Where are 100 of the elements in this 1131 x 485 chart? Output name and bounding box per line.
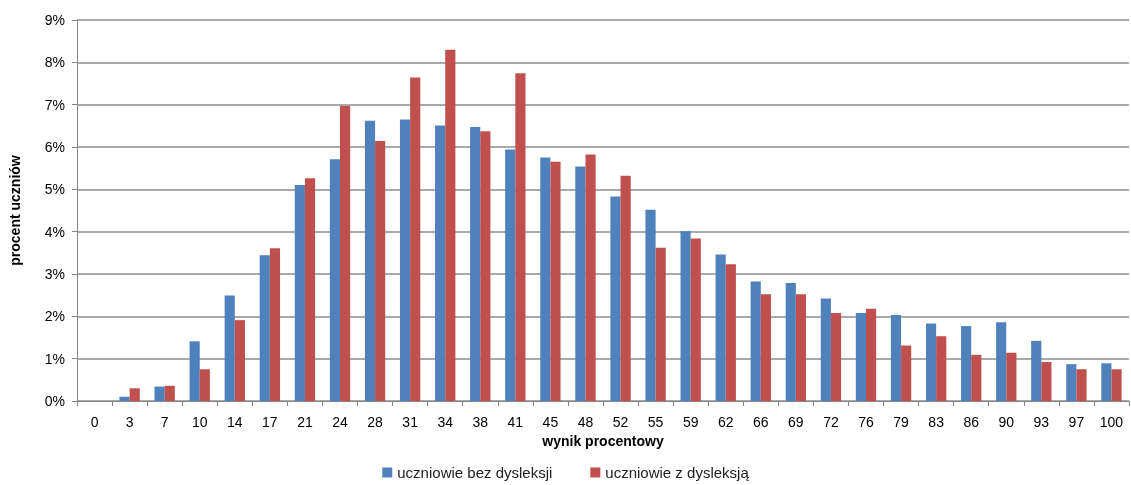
bar — [901, 345, 912, 401]
bar — [269, 248, 281, 401]
bar — [550, 161, 561, 401]
bar — [620, 175, 631, 401]
bar — [715, 254, 726, 401]
y-tick-label: 3% — [44, 266, 65, 282]
bar — [795, 294, 807, 401]
bar — [294, 185, 305, 401]
x-tick-label: 66 — [753, 414, 769, 430]
bar — [505, 149, 516, 401]
bar — [996, 322, 1007, 401]
x-tick-label: 83 — [928, 414, 945, 430]
bar — [925, 323, 937, 401]
x-tick-label: 100 — [1099, 414, 1124, 430]
x-tick-label: 72 — [823, 414, 839, 430]
x-tick-label: 31 — [402, 414, 419, 430]
y-tick-label: 8% — [44, 54, 65, 71]
bar — [1006, 352, 1017, 401]
bar — [971, 354, 982, 401]
bar — [329, 159, 340, 401]
bar — [375, 141, 386, 401]
x-tick-label: 3 — [125, 414, 134, 430]
bar — [690, 238, 701, 401]
x-tick-label: 10 — [191, 414, 208, 430]
x-tick-label: 24 — [332, 414, 348, 430]
x-tick-label: 45 — [542, 414, 559, 430]
bar — [585, 154, 596, 401]
bar — [445, 49, 456, 401]
y-tick-label: 2% — [44, 308, 65, 325]
bar — [645, 209, 656, 401]
bar — [364, 120, 376, 401]
bar — [866, 308, 877, 401]
y-tick-label: 9% — [44, 12, 65, 28]
y-tick-label: 7% — [44, 96, 65, 113]
bar — [259, 255, 270, 401]
y-tick-label: 6% — [44, 139, 65, 155]
bar — [189, 341, 200, 401]
x-tick-label: 17 — [262, 414, 278, 430]
bar — [655, 247, 666, 401]
bar — [480, 131, 491, 401]
bar — [224, 295, 235, 401]
bar — [199, 369, 210, 401]
bar — [540, 157, 551, 401]
bar — [575, 166, 586, 401]
bar — [119, 396, 130, 401]
bar — [234, 320, 245, 401]
bar — [1041, 362, 1052, 401]
x-tick-label: 21 — [297, 414, 313, 430]
bar — [1076, 369, 1087, 401]
legend-label: uczniowie bez dysleksji — [397, 464, 553, 481]
bar — [785, 282, 796, 401]
x-tick-label: 7 — [160, 414, 169, 430]
bar — [154, 386, 165, 401]
y-tick-label: 5% — [44, 181, 65, 198]
x-tick-label: 69 — [788, 414, 804, 430]
x-tick-label: 38 — [472, 414, 489, 430]
bar — [1111, 369, 1122, 401]
bar — [855, 312, 866, 401]
y-tick-label: 0% — [44, 393, 65, 409]
x-tick-label: 52 — [612, 414, 629, 430]
bar — [1101, 363, 1112, 401]
bar — [435, 125, 446, 401]
x-axis-title: wynik procentowy — [541, 432, 664, 449]
bar — [470, 127, 481, 401]
bar — [410, 77, 421, 401]
y-tick-label: 1% — [44, 350, 65, 367]
x-tick-label: 41 — [507, 414, 524, 430]
bar — [750, 281, 761, 401]
y-axis-title: procent uczniów — [7, 155, 23, 266]
x-tick-label: 0 — [90, 414, 99, 430]
x-tick-label: 28 — [367, 414, 384, 430]
x-tick-label: 14 — [227, 414, 243, 430]
bar — [890, 315, 902, 401]
bar — [725, 264, 736, 401]
bar — [399, 119, 411, 401]
x-tick-label: 76 — [858, 414, 874, 430]
x-tick-label: 90 — [998, 414, 1015, 430]
x-tick-label: 34 — [437, 414, 454, 430]
x-tick-label: 86 — [963, 414, 980, 430]
x-tick-label: 59 — [682, 414, 699, 430]
bar — [820, 298, 831, 401]
bar — [760, 294, 771, 401]
bar — [1031, 340, 1042, 401]
x-tick-label: 93 — [1033, 414, 1050, 430]
x-tick-label: 79 — [893, 414, 910, 430]
x-tick-label: 97 — [1068, 414, 1085, 430]
x-tick-label: 62 — [717, 414, 734, 430]
bar — [129, 388, 140, 401]
bar — [961, 326, 972, 401]
legend-label: uczniowie z dysleksją — [605, 464, 750, 481]
x-tick-label: 55 — [647, 414, 664, 430]
y-tick-label: 4% — [44, 223, 65, 240]
bar — [515, 73, 526, 401]
bar — [1066, 364, 1077, 401]
x-tick-label: 48 — [577, 414, 594, 430]
bar — [830, 312, 842, 401]
bar — [936, 336, 947, 401]
bar — [164, 385, 175, 401]
bar — [610, 196, 621, 401]
bar — [680, 231, 691, 401]
